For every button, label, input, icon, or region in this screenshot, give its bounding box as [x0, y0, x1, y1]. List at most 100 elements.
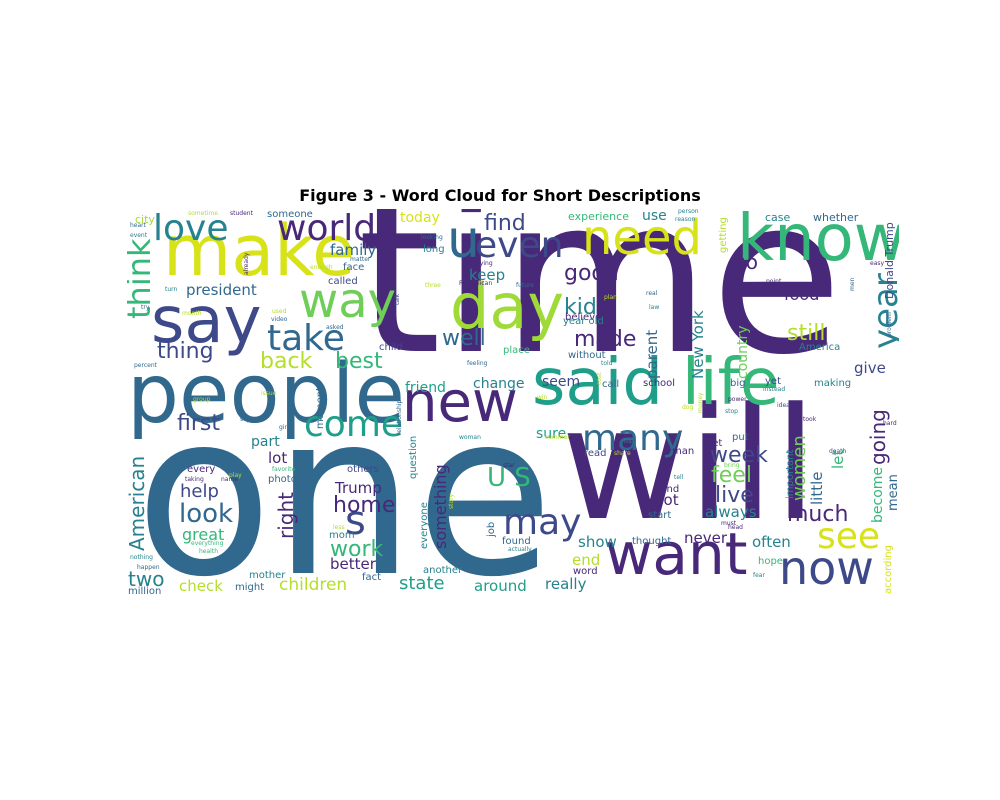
word-someone: someone: [267, 209, 313, 220]
word-check: check: [179, 577, 223, 595]
word-good: good: [564, 261, 619, 286]
word-got: got: [654, 491, 679, 509]
word-family: family: [330, 241, 377, 259]
word-used: used: [272, 308, 287, 315]
word-week: week: [710, 443, 768, 468]
word-talk: talk: [394, 293, 401, 305]
word-play: play: [229, 472, 242, 479]
word-share: share: [614, 450, 631, 457]
word-real: real: [646, 290, 658, 297]
word-making: making: [814, 378, 852, 389]
word-end: end: [572, 551, 601, 569]
word-u: u: [447, 210, 480, 270]
word-power: power: [728, 396, 747, 403]
word-trying: trying: [475, 260, 493, 267]
word-head: head: [728, 524, 743, 531]
word-relationship: relationship: [396, 399, 403, 435]
word-support: support: [240, 416, 264, 423]
word-told: told: [601, 360, 613, 367]
word-favorite: favorite: [272, 466, 296, 473]
word-well: well: [442, 326, 486, 351]
word-believe: believe: [565, 312, 602, 323]
word-mother: mother: [249, 570, 286, 581]
word-enough: enough: [310, 264, 333, 271]
word-many: many: [582, 418, 684, 459]
word-seem: seem: [542, 374, 581, 390]
word-matter: matter: [350, 256, 371, 263]
word-others: others: [347, 464, 379, 475]
word-lot: lot: [268, 449, 288, 467]
word-case: case: [765, 211, 791, 224]
word-called: called: [328, 276, 358, 287]
word-problem: problem: [886, 312, 893, 337]
word-new-york: New York: [689, 310, 707, 379]
word-every: every: [187, 464, 216, 475]
word-read: read: [584, 448, 607, 459]
word-say: say: [151, 284, 262, 358]
word-thing: thing: [157, 339, 214, 364]
word-america: America: [799, 342, 841, 353]
word-parent: parent: [643, 329, 661, 379]
word-way: way: [299, 273, 397, 329]
word-moment: moment: [315, 386, 326, 429]
word-month: month: [182, 310, 202, 317]
word-point: point: [766, 278, 782, 285]
word-event: event: [130, 232, 148, 239]
word-name: name: [221, 476, 239, 483]
word-whether: whether: [813, 211, 859, 224]
word-three: three: [425, 282, 441, 289]
word-going: going: [866, 409, 890, 465]
word-part: part: [251, 434, 280, 450]
word-thought: thought: [632, 536, 672, 547]
word-sometime: sometime: [188, 210, 218, 217]
word-must: must: [721, 520, 737, 527]
word-face: face: [343, 262, 365, 273]
word-health: health: [199, 548, 218, 555]
word-story: story: [448, 493, 455, 509]
word-another: another: [423, 565, 463, 576]
word-go: go: [733, 250, 758, 274]
word-easy: easy: [870, 260, 885, 267]
word-might: might: [235, 582, 265, 593]
word-country: country: [735, 325, 751, 379]
word-state: state: [399, 573, 445, 594]
word-want: want: [605, 520, 748, 588]
word-trump: Trump: [335, 479, 382, 497]
word-death: death: [829, 448, 847, 455]
word-new: new: [402, 370, 518, 435]
word-look: look: [179, 499, 234, 529]
word-long: long: [423, 244, 445, 255]
word-top: top: [624, 438, 634, 445]
word-s: s: [345, 498, 366, 544]
word-getting: getting: [718, 217, 729, 253]
word-live: live: [715, 483, 754, 508]
word-experience: experience: [568, 210, 629, 223]
word-video: video: [271, 316, 288, 323]
word-happen: happen: [137, 564, 160, 571]
word-come: come: [304, 404, 404, 445]
word-girl: girl: [279, 424, 289, 431]
word-plan: plan: [604, 294, 617, 301]
word-group: group: [193, 396, 211, 403]
word-back: back: [260, 349, 313, 374]
word-first: first: [177, 411, 220, 436]
word-everything: everything: [191, 540, 224, 547]
word-even: even: [475, 225, 564, 266]
word-said: said: [532, 346, 663, 420]
word-instead: instead: [763, 386, 786, 393]
word-see: see: [817, 516, 881, 557]
word-taking: taking: [185, 476, 204, 483]
word-million: million: [128, 586, 162, 597]
word-asked: asked: [326, 324, 344, 331]
word-important: important: [785, 449, 796, 499]
word-job: job: [486, 521, 497, 537]
word-one: one: [135, 365, 554, 598]
word-feel: feel: [711, 463, 752, 488]
word-start: start: [648, 510, 672, 521]
word-looking: looking: [421, 234, 443, 241]
word-nothing: nothing: [130, 554, 153, 561]
word-people: people: [127, 347, 405, 442]
word-mean: mean: [886, 474, 899, 511]
word-made: made: [574, 327, 637, 352]
word-really: really: [545, 575, 587, 593]
